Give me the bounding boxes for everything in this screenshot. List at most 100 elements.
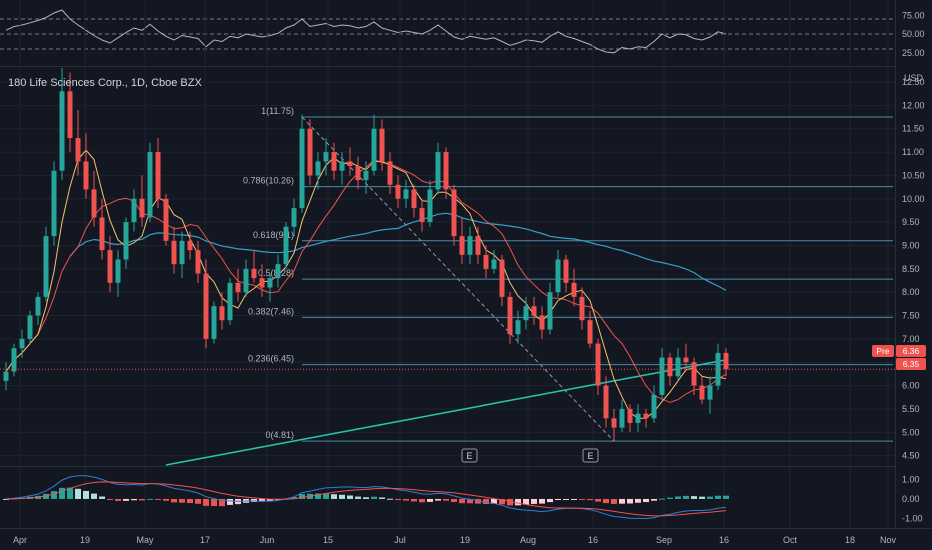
time-axis[interactable]: Apr 19 May 17 Jun 15 Jul 19 Aug 16 Sep 16 Oct 18 Nov [0,528,932,546]
candle[interactable] [635,404,641,433]
candle[interactable] [307,119,313,185]
candle[interactable] [259,264,265,297]
symbol-title[interactable]: 180 Life Sciences Corp., 1D, Cboe BZX [8,77,202,89]
candle[interactable] [427,180,433,227]
candle[interactable] [451,184,457,246]
candle[interactable] [491,250,497,274]
candle[interactable] [171,226,177,274]
candle[interactable] [459,217,465,265]
candle[interactable] [707,376,713,414]
candle[interactable] [107,236,113,293]
candle[interactable] [723,348,729,377]
candle[interactable] [619,399,625,433]
candle[interactable] [323,138,329,176]
candle[interactable] [523,296,529,330]
candle[interactable] [27,310,33,344]
candle[interactable] [251,250,257,283]
candle[interactable] [411,184,417,218]
candle[interactable] [363,161,369,195]
candle[interactable] [547,282,553,335]
candle[interactable] [139,175,145,227]
macd-panel[interactable] [3,475,729,520]
candle[interactable] [283,222,289,269]
candle[interactable] [187,231,193,260]
candle[interactable] [531,296,537,325]
candle[interactable] [571,268,577,307]
candle[interactable] [483,245,489,279]
candle[interactable] [123,217,129,269]
fib-trend-line[interactable] [301,116,615,442]
candle[interactable] [587,310,593,349]
candle[interactable] [147,142,153,223]
candle[interactable] [403,180,409,209]
candle[interactable] [555,250,561,297]
candle[interactable] [99,198,105,260]
candle[interactable] [499,254,505,307]
candle[interactable] [539,306,545,339]
candle[interactable] [59,68,65,181]
candle[interactable] [699,376,705,405]
candle[interactable] [227,278,233,325]
earnings-marker[interactable]: E [582,448,599,463]
candle[interactable] [35,292,41,325]
candle[interactable] [507,292,513,344]
candle[interactable] [603,376,609,428]
candle[interactable] [67,72,73,153]
candle[interactable] [419,198,425,232]
candle[interactable] [243,259,249,297]
earnings-marker[interactable]: E [461,448,478,463]
candle[interactable] [643,408,649,428]
candle[interactable] [611,408,617,442]
fibonacci-retracement[interactable]: 1(11.75)0.786(10.26)0.618(9.1)0.5(8.28)0… [243,106,893,442]
candle[interactable] [11,343,17,377]
candle[interactable] [467,226,473,265]
candle[interactable] [275,254,281,288]
candle[interactable] [211,301,217,344]
candle[interactable] [299,114,305,213]
candle[interactable] [291,198,297,237]
candle[interactable] [339,152,345,185]
candle[interactable] [131,189,137,232]
candle[interactable] [563,254,569,293]
price-panel[interactable]: 1(11.75)0.786(10.26)0.618(9.1)0.5(8.28)0… [0,0,895,528]
candle[interactable] [83,133,89,199]
candle[interactable] [475,226,481,265]
candle[interactable] [435,142,441,195]
candle[interactable] [347,147,353,176]
candle[interactable] [579,287,585,330]
candle[interactable] [595,338,601,395]
candle[interactable] [195,240,201,283]
candle[interactable] [219,292,225,330]
candle[interactable] [267,273,273,302]
candle[interactable] [19,329,25,358]
candle[interactable] [155,138,161,209]
candle[interactable] [355,156,361,190]
candle[interactable] [675,348,681,381]
candle[interactable] [515,310,521,344]
candle[interactable] [203,259,209,349]
candle[interactable] [235,268,241,302]
candle[interactable] [179,231,185,279]
candle[interactable] [43,226,49,302]
candle[interactable] [691,357,697,395]
candle[interactable] [331,142,337,181]
candle[interactable] [627,404,633,433]
candle[interactable] [115,250,121,297]
candle[interactable] [371,114,377,176]
price-scale[interactable]: 75.00 50.00 25.00 USD 12.50 12.00 11.50 11.00… [872,0,932,528]
candles[interactable] [3,68,729,442]
candle[interactable] [379,119,385,171]
candle[interactable] [651,385,657,423]
candle[interactable] [91,170,97,227]
candle[interactable] [163,194,169,246]
rsi-panel[interactable] [0,9,895,54]
candle[interactable] [683,343,689,372]
candle[interactable] [443,147,449,199]
candle[interactable] [659,348,665,400]
candle[interactable] [387,152,393,195]
candle[interactable] [315,152,321,190]
candle[interactable] [75,110,81,176]
candle[interactable] [395,175,401,209]
candle[interactable] [51,161,57,246]
